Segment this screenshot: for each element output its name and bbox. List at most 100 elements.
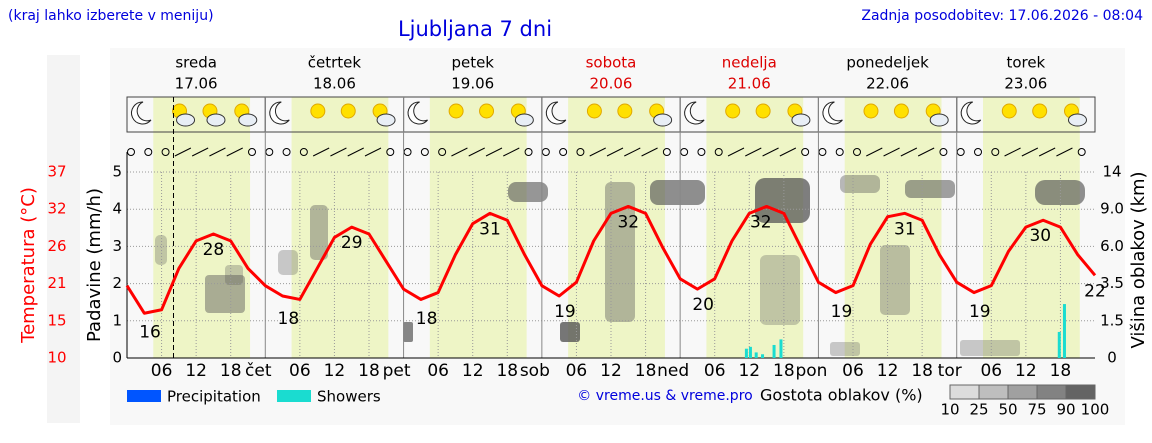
day-date: 19.06: [451, 75, 494, 93]
wind-barb: [209, 147, 226, 157]
moon-icon: [545, 101, 567, 125]
wind-calm: [697, 148, 706, 156]
x-tick-label: 18: [635, 361, 657, 381]
sun-icon: [448, 103, 464, 119]
sun-icon: [893, 103, 909, 119]
cloud-tick-label: 9.0: [1100, 200, 1124, 218]
temp-label: 19: [554, 302, 576, 322]
sun-icon: [725, 103, 741, 119]
day-name: torek: [1006, 54, 1045, 72]
day-date: 21.06: [728, 75, 771, 93]
moon-icon: [822, 101, 843, 125]
cloud-tick-label: 14: [1102, 163, 1121, 181]
x-tick-label: čet: [245, 361, 272, 381]
day-name: nedelja: [722, 54, 777, 72]
wind-barb: [762, 147, 779, 157]
wind-calm: [299, 148, 308, 156]
wind-barb: [451, 147, 468, 157]
wind-calm: [386, 148, 395, 156]
x-tick-label: 12: [600, 361, 622, 381]
temperature-line: [125, 204, 1097, 315]
x-tick-label: 12: [324, 361, 346, 381]
left-panel: [47, 55, 80, 423]
daylight-band: [153, 97, 251, 358]
day-name: sobota: [586, 54, 637, 72]
credit[interactable]: © vreme.us & vreme.pro: [577, 388, 752, 404]
temp-tick-label: 37: [47, 163, 66, 181]
sun-icon: [1032, 103, 1048, 119]
cloud-legend-label: 75: [1027, 401, 1046, 419]
wind-barb: [1021, 147, 1039, 157]
day-date: 23.06: [1004, 75, 1047, 93]
cloud-tick-label: 0: [1107, 349, 1117, 367]
cloud-icon: [1067, 113, 1087, 127]
wind-barb: [917, 147, 935, 157]
cloud-icon: [929, 113, 949, 127]
day-name: sreda: [175, 54, 217, 72]
temp-label: 19: [831, 302, 853, 322]
x-tick-label: 18: [358, 361, 380, 381]
moon-icon: [960, 101, 982, 125]
wind-barb: [883, 147, 900, 157]
sun-icon: [340, 103, 356, 119]
day-name: četrtek: [308, 54, 362, 72]
moon-icon: [684, 101, 705, 125]
day-date: 17.06: [175, 75, 218, 93]
cloud-tick-label: 3.5: [1100, 274, 1124, 292]
wind-barb: [226, 147, 243, 157]
wind-barb: [641, 147, 658, 157]
wind-calm: [559, 148, 568, 156]
day-date: 22.06: [866, 75, 909, 93]
x-tick-label: 06: [980, 361, 1002, 381]
wind-calm: [576, 148, 585, 156]
y-tick-label: 5: [112, 163, 122, 181]
cloud-legend-box: [949, 384, 980, 400]
y-tick-label: 1: [112, 311, 122, 329]
shower-bar: [744, 348, 748, 358]
y-tick-label: 2: [112, 274, 122, 292]
wind-calm: [161, 148, 170, 156]
temp-label: 30: [1029, 226, 1051, 246]
legend-label: Showers: [317, 388, 381, 406]
wind-barb: [1038, 147, 1056, 157]
shower-bar: [748, 346, 752, 358]
wind-barb: [364, 147, 382, 157]
wind-barb: [900, 147, 918, 157]
shower-bar: [772, 344, 776, 358]
wind-calm: [144, 148, 153, 156]
sun-icon: [617, 103, 633, 119]
shower-bar: [1062, 304, 1066, 358]
wind-calm: [714, 148, 723, 156]
x-tick-label: 06: [427, 361, 449, 381]
wind-calm: [974, 148, 982, 156]
cloud-tick-label: 1.5: [1100, 311, 1124, 329]
x-tick-label: 18: [496, 361, 518, 381]
cloud-icon: [376, 113, 396, 127]
x-tick-label: sob: [520, 361, 550, 381]
temp-label: 22: [1084, 281, 1106, 301]
wind-barb: [1056, 147, 1073, 157]
update-time: Zadnja posodobitev: 17.06.2026 - 08:04: [861, 8, 1143, 24]
wind-calm: [801, 148, 810, 156]
moon-icon: [269, 101, 290, 125]
temp-tick-label: 26: [47, 237, 66, 255]
day-name: ponedeljek: [846, 54, 929, 72]
wind-calm: [420, 148, 429, 156]
shower-bar: [779, 339, 783, 358]
wind-calm: [1077, 148, 1086, 156]
cloud-legend-box: [1036, 384, 1067, 400]
cloud-legend-label: 10: [940, 401, 959, 419]
sun-icon: [755, 103, 771, 119]
temp-tick-label: 32: [47, 200, 66, 218]
wind-barb: [1004, 147, 1021, 157]
cloud-tick-label: 6.0: [1100, 237, 1124, 255]
day-name: petek: [451, 54, 494, 72]
cloud-legend-title: Gostota oblakov (%): [760, 386, 923, 405]
wind-barb: [347, 147, 364, 157]
menu-note[interactable]: (kraj lahko izberete v meniju): [8, 8, 214, 24]
wind-barb: [191, 147, 209, 157]
daylight-band: [706, 97, 804, 358]
legend-swatch: [127, 390, 161, 402]
day-date: 20.06: [590, 75, 633, 93]
